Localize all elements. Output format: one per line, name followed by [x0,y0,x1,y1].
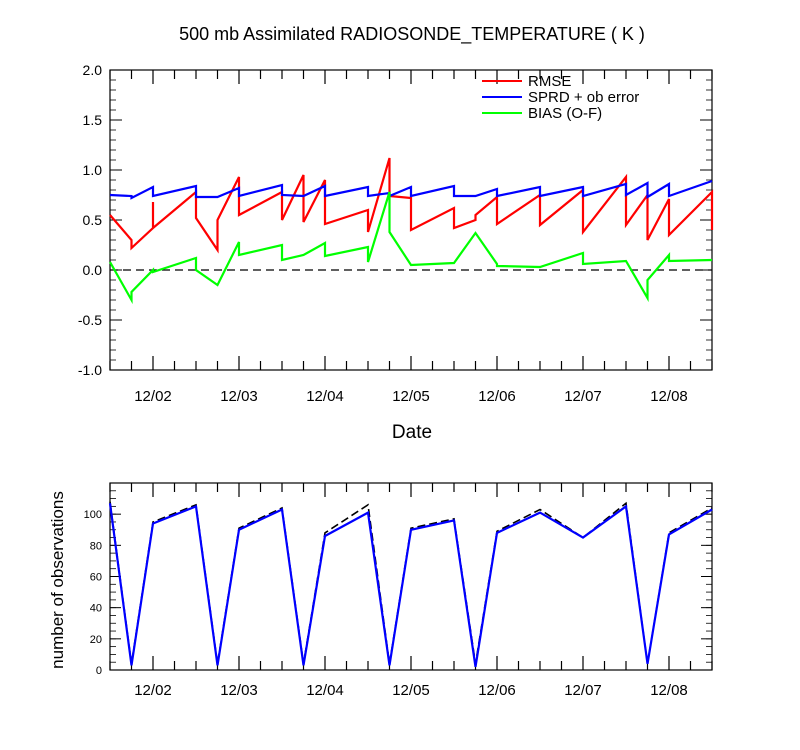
x-axis-label: Date [392,422,432,443]
x-tick-label: 12/03 [220,682,258,699]
x-tick-label: 12/03 [220,388,258,405]
y-tick-label: 1.5 [83,112,103,128]
x-tick-label: 12/07 [564,682,602,699]
bottom-panel: 12/02 12/03 12/04 12/05 12/06 12/07 12/08 0 20 40… [84,482,713,699]
legend-label: BIAS (O-F) [528,105,602,122]
y-tick-label: 0 [96,665,102,677]
plot-frame-1 [109,482,713,671]
x-tick-label: 12/04 [306,388,344,405]
y-tick-label: 2.0 [83,62,103,78]
top-panel: 12/02 12/03 12/04 12/05 12/06 12/07 12/08 -1.0 -… [78,62,714,405]
x-tick-label: 12/02 [134,682,172,699]
y-tick-label: 100 [84,509,102,521]
chart-title: 500 mb Assimilated RADIOSONDE_TEMPERATUR… [179,24,645,45]
legend-label: RMSE [528,73,571,90]
x-tick-label: 12/06 [478,388,516,405]
x-tick-label: 12/08 [650,682,688,699]
y-tick-label: 20 [90,634,102,646]
series-line-assimilated-observations [108,503,713,668]
y-tick-label: 80 [90,540,102,552]
y-tick-label: -0.5 [78,312,102,328]
y-tick-label: 1.0 [83,162,103,178]
x-tick-label: 12/05 [392,682,430,699]
series-line-possible-observations [109,501,713,664]
y-tick-label: 0.5 [83,212,103,228]
y-tick-label: 40 [90,603,102,615]
y-axis-label-observations: number of observations [48,491,67,669]
y-tick-label: -1.0 [78,362,102,378]
series-line-rmse [109,157,714,254]
x-tick-label: 12/05 [392,388,430,405]
y-tick-label: 60 [90,571,102,583]
x-tick-label: 12/02 [134,388,172,405]
y-tick-label: 0.0 [83,262,103,278]
legend-label: SPRD + ob error [528,89,639,106]
x-tick-label: 12/08 [650,388,688,405]
series-line-bias-o-f [109,191,713,305]
x-tick-label: 12/06 [478,682,516,699]
x-tick-label: 12/04 [306,682,344,699]
x-tick-label: 12/07 [564,388,602,405]
